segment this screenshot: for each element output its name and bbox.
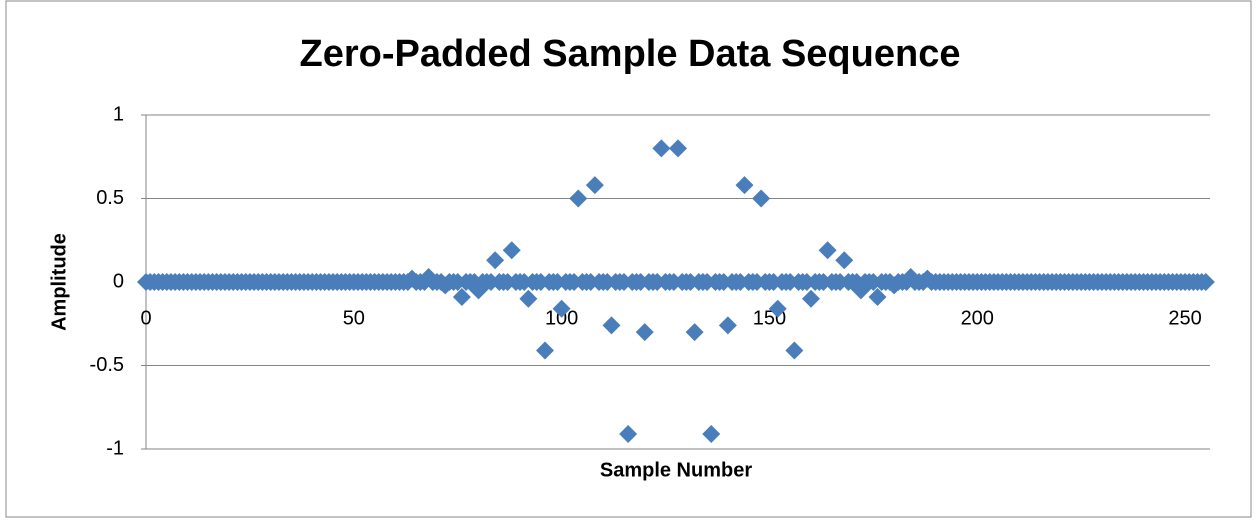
data-point — [802, 289, 820, 308]
data-point — [585, 176, 604, 195]
data-point — [718, 316, 737, 335]
y-tick-label: 0 — [113, 270, 124, 292]
data-point — [452, 288, 471, 307]
data-point — [519, 289, 538, 308]
data-point — [835, 251, 854, 270]
data-point — [486, 251, 505, 270]
data-point — [569, 189, 588, 208]
data-point — [1196, 273, 1215, 291]
data-point — [768, 299, 787, 318]
data-point — [818, 241, 837, 260]
data-point — [685, 323, 704, 342]
data-point — [635, 323, 654, 342]
x-tick-label: 200 — [961, 307, 994, 329]
data-point — [669, 139, 687, 158]
y-tick-label: -0.5 — [90, 354, 124, 376]
data-point — [752, 189, 771, 208]
y-axis-label: Amplitude — [48, 233, 70, 331]
data-point — [552, 299, 571, 318]
x-axis-label: Sample Number — [600, 459, 752, 481]
data-point — [502, 241, 521, 260]
chart-title: Zero-Padded Sample Data Sequence — [300, 33, 961, 75]
x-tick-label: 50 — [343, 307, 365, 329]
data-point — [785, 341, 804, 360]
data-point — [735, 176, 754, 195]
y-tick-label: 1 — [113, 103, 124, 125]
data-point — [652, 139, 671, 158]
x-tick-label: 0 — [140, 307, 151, 329]
y-tick-label: 0.5 — [96, 187, 124, 209]
data-point — [868, 288, 887, 307]
x-tick-label: 100 — [545, 307, 578, 329]
data-point — [619, 424, 638, 443]
data-point — [536, 341, 554, 360]
y-tick-label: -1 — [106, 437, 124, 459]
data-point — [702, 424, 721, 443]
data-point — [602, 316, 621, 335]
x-tick-label: 250 — [1168, 307, 1201, 329]
